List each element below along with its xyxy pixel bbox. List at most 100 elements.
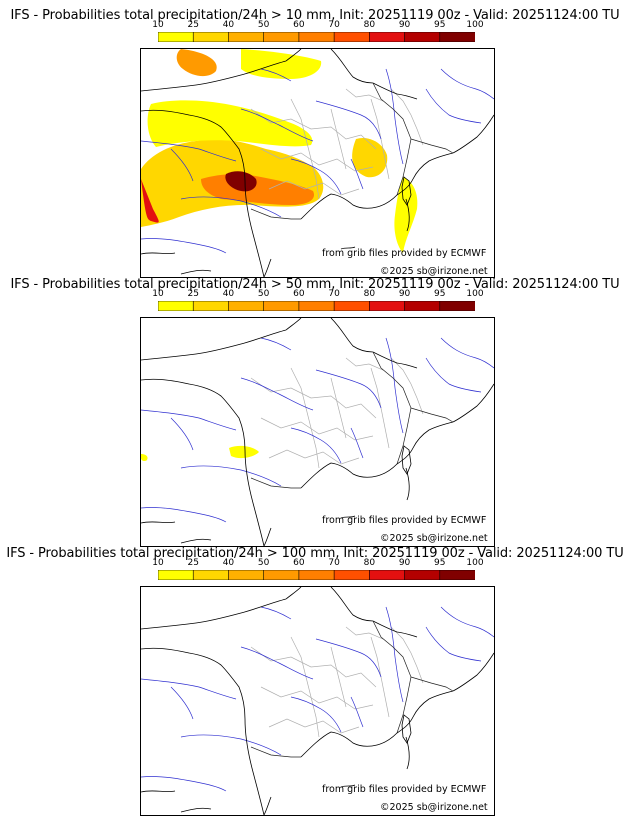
coastline [263,258,272,277]
region-border [390,88,424,146]
colorbar-segment [333,301,371,311]
map-50mm [140,317,495,547]
colorbar-tick-label: 40 [222,289,235,299]
precip-probability-area [394,177,418,253]
coastline [141,252,176,255]
river [385,68,404,165]
region-border [390,626,424,684]
river [170,686,194,720]
region-border [330,108,347,170]
map-100mm [140,586,495,816]
colorbar-segment [404,570,441,580]
country-border [372,620,412,734]
colorbar-tick-label: 60 [293,289,305,299]
river [141,409,237,431]
river [440,68,494,100]
river [260,606,292,620]
region-border [290,98,320,200]
colorbar-labels: 10 25 40 50 60 70 80 90 95 100 [152,558,483,571]
river [180,196,282,218]
colorbar-segment [333,32,371,42]
colorbar-segment [228,301,265,311]
colorbar-segment [439,32,475,42]
country-border [410,407,454,423]
coastline [330,318,374,353]
colorbar-tick-label: 80 [363,289,376,299]
colorbar-tick-label: 10 [152,289,164,299]
colorbar-segment [298,570,335,580]
colorbar-tick-label: 95 [434,289,446,299]
colorbar-segment [192,301,230,311]
copyright-credit: ©2025 sb@irizone.net [380,802,488,813]
coastline [300,462,398,489]
colorbar-tick-label: 25 [187,289,199,299]
colorbar-tick-label: 90 [398,289,411,299]
copyright-credit: ©2025 sb@irizone.net [380,266,488,277]
colorbar-tick-label: 40 [222,558,235,568]
base-map [141,587,494,815]
coastline [452,652,494,692]
coastline [340,515,356,519]
colorbar-segment [192,570,230,580]
coastline [405,467,410,501]
base-map [141,318,494,546]
coastline [141,378,265,546]
river [170,417,194,451]
river [170,148,194,182]
colorbar-segment [333,570,371,580]
river [315,369,382,409]
colorbar-tick-label: 25 [187,20,199,30]
country-border [250,208,301,220]
river [141,776,227,792]
coastline [300,193,398,220]
colorbar-tick-label: 40 [222,20,235,30]
region-border [268,180,360,196]
river [141,678,237,700]
region-border [268,718,360,734]
river [141,140,237,162]
coastline [141,521,176,524]
colorbar-tick-label: 10 [152,558,164,568]
colorbar-tick-label: 50 [257,20,270,30]
region-border [260,686,374,710]
coastline [141,49,302,92]
river [180,465,282,487]
country-border [250,477,301,489]
region-border [370,636,390,718]
country-border [250,746,301,758]
region-border [330,646,347,708]
source-credit: from grib files provided by ECMWF [322,248,487,259]
source-credit: from grib files provided by ECMWF [322,515,487,526]
coastline [340,784,356,788]
river [290,427,342,464]
colorbar-tick-label: 90 [398,20,411,30]
river [350,427,364,459]
colorbar-tick-label: 100 [466,558,484,568]
colorbar-segment [404,301,441,311]
copyright-credit: ©2025 sb@irizone.net [380,533,488,544]
island-coastline [401,176,412,206]
river [141,238,227,254]
colorbar-segment [263,570,300,580]
island-coastline [401,714,412,744]
river [260,68,292,82]
panel-title: IFS - Probabilities total precipitation/… [10,277,620,292]
river [350,696,364,728]
base-map [141,49,494,277]
country-border [410,676,454,692]
map-10mm [140,48,495,278]
colorbar-tick-label: 60 [293,20,305,30]
colorbar-segment [228,570,265,580]
region-border [268,449,360,465]
region-border [290,636,320,738]
colorbar-segment [298,32,335,42]
precip-probability-area [141,454,148,462]
colorbar-segment [263,301,300,311]
colorbar [158,32,475,42]
river [425,88,482,124]
river [180,734,282,756]
river [315,638,382,678]
precip-probability-area [147,100,313,147]
colorbar-tick-label: 25 [187,558,199,568]
colorbar-segment [369,32,406,42]
